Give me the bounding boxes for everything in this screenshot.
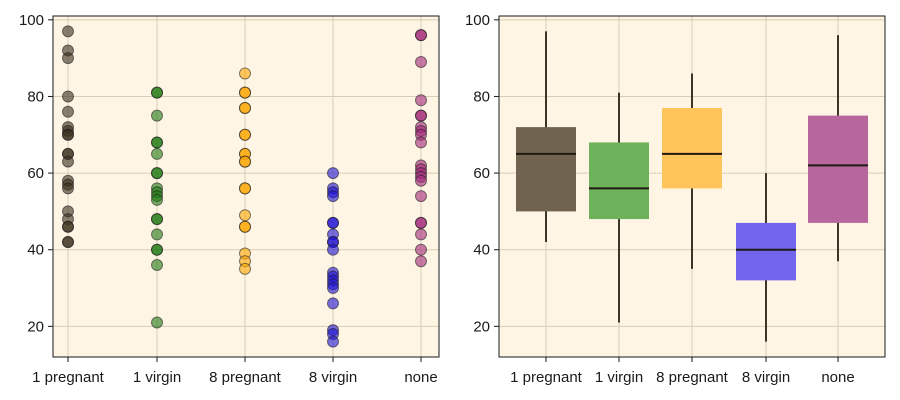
data-point <box>415 255 427 268</box>
data-point <box>151 86 163 99</box>
data-point <box>415 29 427 42</box>
x-tick-label: 8 virgin <box>742 369 790 386</box>
box <box>736 222 796 281</box>
data-point <box>151 109 163 122</box>
y-tick-label: 80 <box>27 88 44 105</box>
data-point <box>415 228 427 241</box>
data-point <box>151 213 163 226</box>
data-point <box>62 128 74 141</box>
data-point <box>327 167 339 180</box>
data-point <box>415 216 427 229</box>
data-point <box>239 262 251 275</box>
data-point <box>62 90 74 103</box>
data-point <box>415 243 427 256</box>
data-point <box>239 86 251 99</box>
data-point <box>62 155 74 168</box>
y-tick-label: 60 <box>27 165 44 182</box>
y-tick-label: 40 <box>473 242 490 259</box>
x-tick-label: 1 pregnant <box>32 369 105 386</box>
data-point <box>151 316 163 329</box>
box <box>808 115 868 223</box>
x-tick-label: none <box>821 369 854 386</box>
data-point <box>327 243 339 256</box>
y-tick-label: 80 <box>473 88 490 105</box>
y-tick-label: 40 <box>27 242 44 259</box>
data-point <box>62 182 74 195</box>
data-point <box>62 220 74 233</box>
x-tick-label: 1 virgin <box>133 369 181 386</box>
data-point <box>415 174 427 187</box>
data-point <box>415 94 427 107</box>
data-point <box>62 105 74 118</box>
data-point <box>239 209 251 222</box>
data-point <box>239 101 251 114</box>
boxplot-panel: 20 40 60 80 100 1 pregnant 1 virgin 8 pregnant 8… <box>465 12 886 386</box>
data-point <box>151 147 163 160</box>
x-tick-label: 1 virgin <box>595 369 643 386</box>
y-tick-label: 20 <box>27 318 44 335</box>
scatter-panel: 20 40 60 80 100 1 pregnant 1 virgin 8 pregnant 8… <box>19 12 440 386</box>
x-tick-label: 1 pregnant <box>510 369 583 386</box>
data-point <box>62 52 74 65</box>
axes-frame <box>52 15 440 358</box>
data-point <box>151 243 163 256</box>
box <box>662 107 722 189</box>
box <box>516 127 576 212</box>
data-point <box>327 190 339 203</box>
data-point <box>151 136 163 149</box>
data-point <box>415 190 427 203</box>
data-point <box>327 297 339 310</box>
x-tick-label: none <box>404 369 437 386</box>
y-tick-label: 20 <box>473 318 490 335</box>
x-tick-label: 8 pregnant <box>209 369 282 386</box>
x-tick-label: 8 virgin <box>309 369 357 386</box>
data-point <box>239 155 251 168</box>
data-point <box>62 25 74 38</box>
data-point <box>151 228 163 241</box>
y-tick-label: 100 <box>19 12 44 29</box>
data-point <box>239 182 251 195</box>
data-point <box>151 259 163 272</box>
data-point <box>327 282 339 295</box>
data-point <box>239 67 251 80</box>
data-point <box>239 128 251 141</box>
x-tick-label: 8 pregnant <box>656 369 729 386</box>
data-point <box>327 335 339 348</box>
data-point <box>151 193 163 206</box>
data-point <box>239 220 251 233</box>
data-point <box>415 136 427 149</box>
y-tick-label: 100 <box>465 12 490 29</box>
data-point <box>151 167 163 180</box>
data-point <box>327 216 339 229</box>
data-point <box>415 55 427 68</box>
box <box>589 142 649 220</box>
data-point <box>415 109 427 122</box>
y-tick-label: 60 <box>473 165 490 182</box>
data-point <box>62 236 74 249</box>
